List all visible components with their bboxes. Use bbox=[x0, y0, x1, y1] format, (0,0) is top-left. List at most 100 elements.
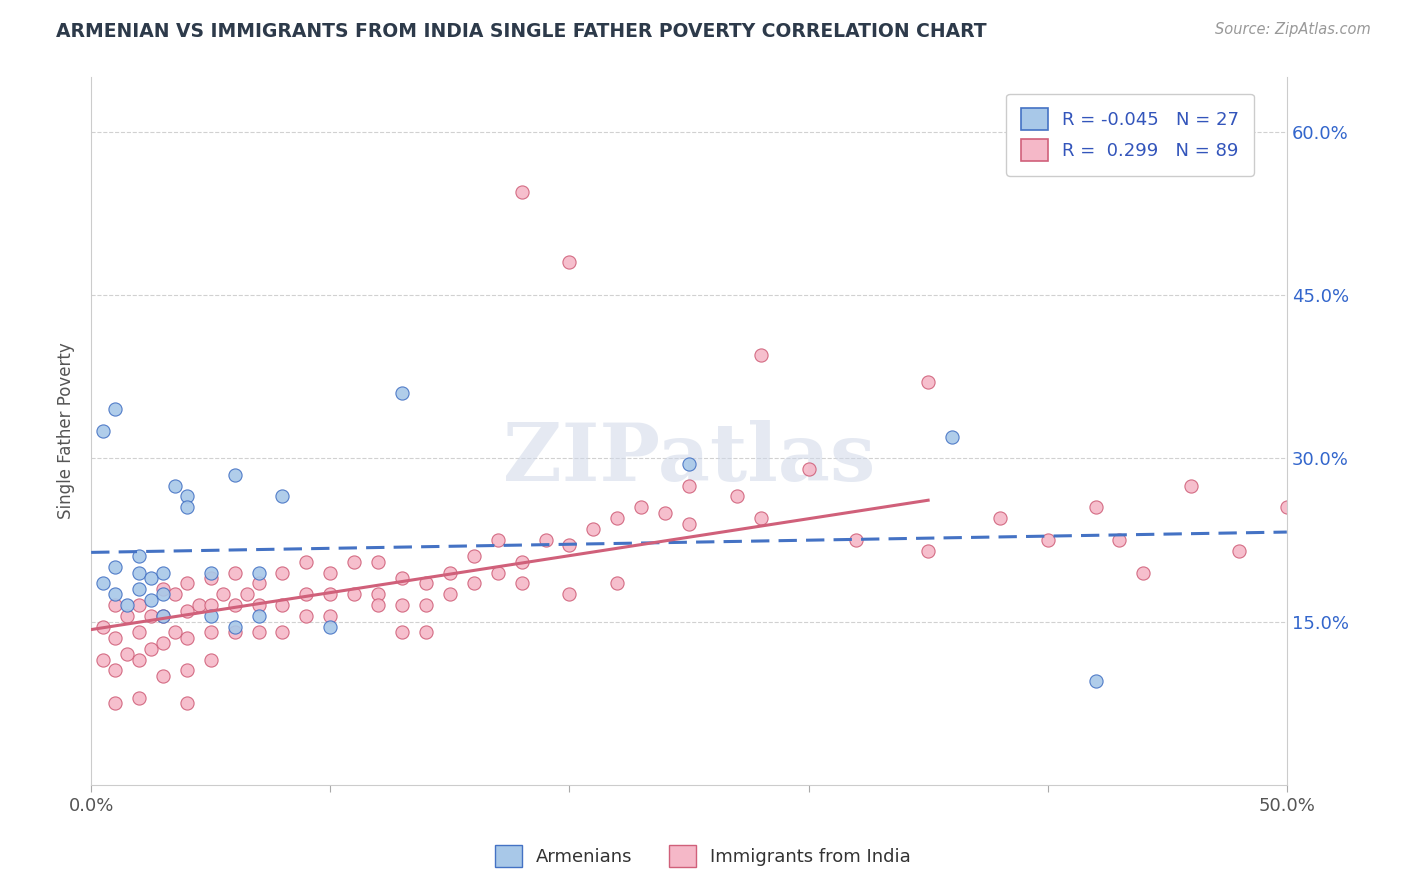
Point bbox=[1108, 533, 1130, 547]
Point bbox=[367, 555, 389, 569]
Point bbox=[486, 566, 509, 580]
Point bbox=[200, 625, 222, 640]
Point bbox=[104, 587, 127, 601]
Point bbox=[104, 696, 127, 710]
Point bbox=[367, 587, 389, 601]
Point bbox=[917, 375, 939, 389]
Point bbox=[187, 598, 209, 612]
Point bbox=[534, 533, 557, 547]
Point bbox=[1132, 566, 1154, 580]
Point bbox=[152, 669, 174, 683]
Point bbox=[391, 625, 413, 640]
Point bbox=[152, 587, 174, 601]
Point bbox=[606, 511, 628, 525]
Point bbox=[654, 506, 676, 520]
Point bbox=[128, 549, 150, 564]
Point bbox=[391, 571, 413, 585]
Point bbox=[139, 609, 162, 624]
Point bbox=[678, 457, 700, 471]
Point bbox=[463, 576, 485, 591]
Point bbox=[176, 696, 198, 710]
Point bbox=[319, 620, 342, 634]
Point bbox=[104, 664, 127, 678]
Point bbox=[176, 489, 198, 503]
Point bbox=[200, 598, 222, 612]
Text: ARMENIAN VS IMMIGRANTS FROM INDIA SINGLE FATHER POVERTY CORRELATION CHART: ARMENIAN VS IMMIGRANTS FROM INDIA SINGLE… bbox=[56, 22, 987, 41]
Point bbox=[1084, 674, 1107, 689]
Point bbox=[139, 592, 162, 607]
Point bbox=[128, 566, 150, 580]
Point bbox=[224, 620, 246, 634]
Legend: Armenians, Immigrants from India: Armenians, Immigrants from India bbox=[488, 838, 918, 874]
Point bbox=[115, 609, 138, 624]
Point bbox=[295, 609, 318, 624]
Point bbox=[391, 386, 413, 401]
Point bbox=[224, 625, 246, 640]
Point bbox=[176, 664, 198, 678]
Point bbox=[152, 636, 174, 650]
Point bbox=[91, 620, 114, 634]
Point bbox=[91, 424, 114, 438]
Point bbox=[128, 582, 150, 596]
Point bbox=[247, 566, 270, 580]
Point bbox=[582, 522, 605, 536]
Point bbox=[115, 647, 138, 661]
Point bbox=[510, 555, 533, 569]
Point bbox=[1084, 500, 1107, 515]
Point bbox=[725, 489, 748, 503]
Y-axis label: Single Father Poverty: Single Father Poverty bbox=[58, 343, 75, 519]
Point bbox=[200, 652, 222, 666]
Point bbox=[128, 625, 150, 640]
Point bbox=[295, 587, 318, 601]
Point bbox=[1180, 478, 1202, 492]
Point bbox=[1036, 533, 1059, 547]
Point bbox=[630, 500, 652, 515]
Point bbox=[224, 566, 246, 580]
Point bbox=[176, 604, 198, 618]
Point bbox=[139, 571, 162, 585]
Point bbox=[1275, 500, 1298, 515]
Point bbox=[247, 598, 270, 612]
Point bbox=[415, 598, 437, 612]
Point bbox=[271, 625, 294, 640]
Point bbox=[139, 641, 162, 656]
Point bbox=[91, 652, 114, 666]
Point bbox=[319, 587, 342, 601]
Point bbox=[606, 576, 628, 591]
Point bbox=[128, 652, 150, 666]
Legend: R = -0.045   N = 27, R =  0.299   N = 89: R = -0.045 N = 27, R = 0.299 N = 89 bbox=[1007, 94, 1254, 176]
Point bbox=[415, 576, 437, 591]
Point bbox=[391, 598, 413, 612]
Point bbox=[247, 609, 270, 624]
Point bbox=[415, 625, 437, 640]
Point bbox=[678, 516, 700, 531]
Text: Source: ZipAtlas.com: Source: ZipAtlas.com bbox=[1215, 22, 1371, 37]
Point bbox=[941, 429, 963, 443]
Point bbox=[558, 538, 581, 552]
Point bbox=[343, 555, 366, 569]
Point bbox=[271, 566, 294, 580]
Point bbox=[224, 598, 246, 612]
Point bbox=[845, 533, 868, 547]
Point bbox=[128, 598, 150, 612]
Point bbox=[176, 631, 198, 645]
Point bbox=[200, 609, 222, 624]
Point bbox=[247, 625, 270, 640]
Point bbox=[104, 598, 127, 612]
Point bbox=[152, 566, 174, 580]
Point bbox=[104, 560, 127, 574]
Point bbox=[319, 609, 342, 624]
Point bbox=[319, 566, 342, 580]
Point bbox=[558, 255, 581, 269]
Point bbox=[510, 576, 533, 591]
Point bbox=[115, 598, 138, 612]
Point bbox=[797, 462, 820, 476]
Point bbox=[176, 500, 198, 515]
Point bbox=[749, 348, 772, 362]
Point bbox=[200, 571, 222, 585]
Point bbox=[200, 566, 222, 580]
Point bbox=[988, 511, 1011, 525]
Point bbox=[128, 690, 150, 705]
Point bbox=[152, 609, 174, 624]
Point bbox=[163, 587, 186, 601]
